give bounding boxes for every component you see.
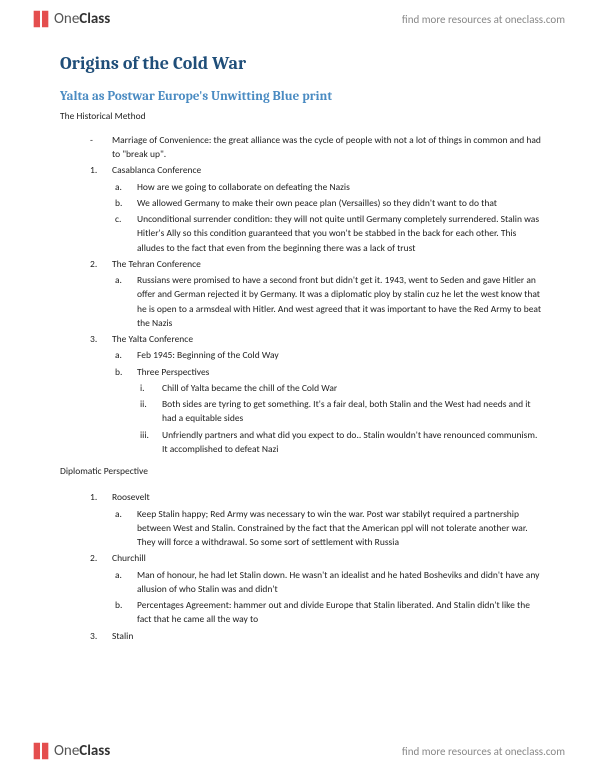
footer: OneClass find more resources at oneclass… <box>0 732 595 770</box>
list-item: a.Man of honour, he had let Stalin down.… <box>60 568 545 597</box>
list-item: a.How are we going to collaborate on def… <box>60 180 545 194</box>
list-item: 3.The Yalta Conference <box>60 332 545 346</box>
header: OneClass find more resources at oneclass… <box>0 0 595 38</box>
list-item: 3.Stalin <box>60 629 545 643</box>
section-label: The Historical Method <box>60 109 545 123</box>
list-item: 2.The Tehran Conference <box>60 257 545 271</box>
list-item: 1.Casablanca Conference <box>60 163 545 177</box>
section-label: Diplomatic Perspective <box>60 464 545 478</box>
list-item: 2.Churchill <box>60 551 545 565</box>
book-icon <box>30 8 52 30</box>
bottom-link[interactable]: find more resources at oneclass.com <box>402 745 565 758</box>
top-link[interactable]: find more resources at oneclass.com <box>402 13 565 26</box>
list-item: iii.Unfriendly partners and what did you… <box>60 428 545 457</box>
list-item: a.Feb 1945: Beginning of the Cold Way <box>60 348 545 362</box>
list-item: b.Percentages Agreement: hammer out and … <box>60 598 545 627</box>
logo-text: OneClass <box>54 10 110 28</box>
list-item: i.Chill of Yalta became the chill of the… <box>60 381 545 395</box>
list-item: a.Russians were promised to have a secon… <box>60 273 545 330</box>
list-item: ii.Both sides are tyring to get somethin… <box>60 397 545 426</box>
list-item: b.Three Perspectives <box>60 365 545 379</box>
list-item: 1.Roosevelt <box>60 490 545 504</box>
document-body: Origins of the Cold War Yalta as Postwar… <box>60 50 545 730</box>
logo-text: OneClass <box>54 742 110 760</box>
logo: OneClass <box>30 8 110 30</box>
list-item: b.We allowed Germany to make their own p… <box>60 196 545 210</box>
list-item: a.Keep Stalin happy; Red Army was necess… <box>60 507 545 550</box>
subtitle: Yalta as Postwar Europe's Unwitting Blue… <box>60 87 545 107</box>
page-title: Origins of the Cold War <box>60 50 545 77</box>
logo: OneClass <box>30 740 110 762</box>
book-icon <box>30 740 52 762</box>
list-item: Marriage of Convenience: the great allia… <box>60 133 545 162</box>
list-item: c.Unconditional surrender condition: the… <box>60 212 545 255</box>
